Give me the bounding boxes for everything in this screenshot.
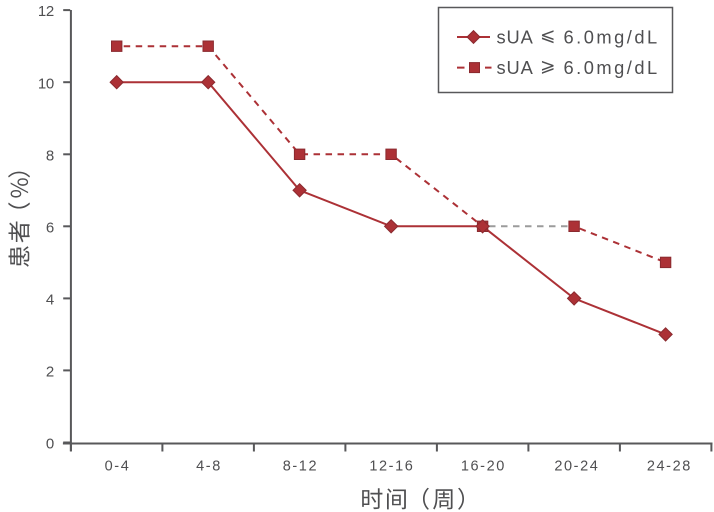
svg-text:0: 0 [46, 436, 54, 453]
svg-text:24-28: 24-28 [647, 459, 692, 475]
svg-text:4: 4 [46, 292, 54, 309]
svg-text:20-24: 20-24 [554, 459, 599, 475]
svg-text:sUA: sUA [497, 26, 534, 47]
svg-text:6.0mg/dL: 6.0mg/dL [564, 57, 660, 78]
svg-text:4-8: 4-8 [196, 459, 222, 475]
svg-text:2: 2 [46, 364, 54, 381]
svg-text:12-16: 12-16 [369, 459, 414, 475]
svg-text:6.0mg/dL: 6.0mg/dL [564, 26, 660, 47]
svg-text:6: 6 [46, 219, 54, 236]
svg-text:0-4: 0-4 [105, 459, 131, 475]
svg-text:8: 8 [46, 147, 54, 164]
svg-text:16-20: 16-20 [461, 459, 506, 475]
svg-text:10: 10 [38, 75, 54, 92]
svg-text:12: 12 [38, 3, 54, 20]
svg-text:8-12: 8-12 [283, 459, 318, 475]
svg-text:sUA: sUA [497, 57, 534, 78]
